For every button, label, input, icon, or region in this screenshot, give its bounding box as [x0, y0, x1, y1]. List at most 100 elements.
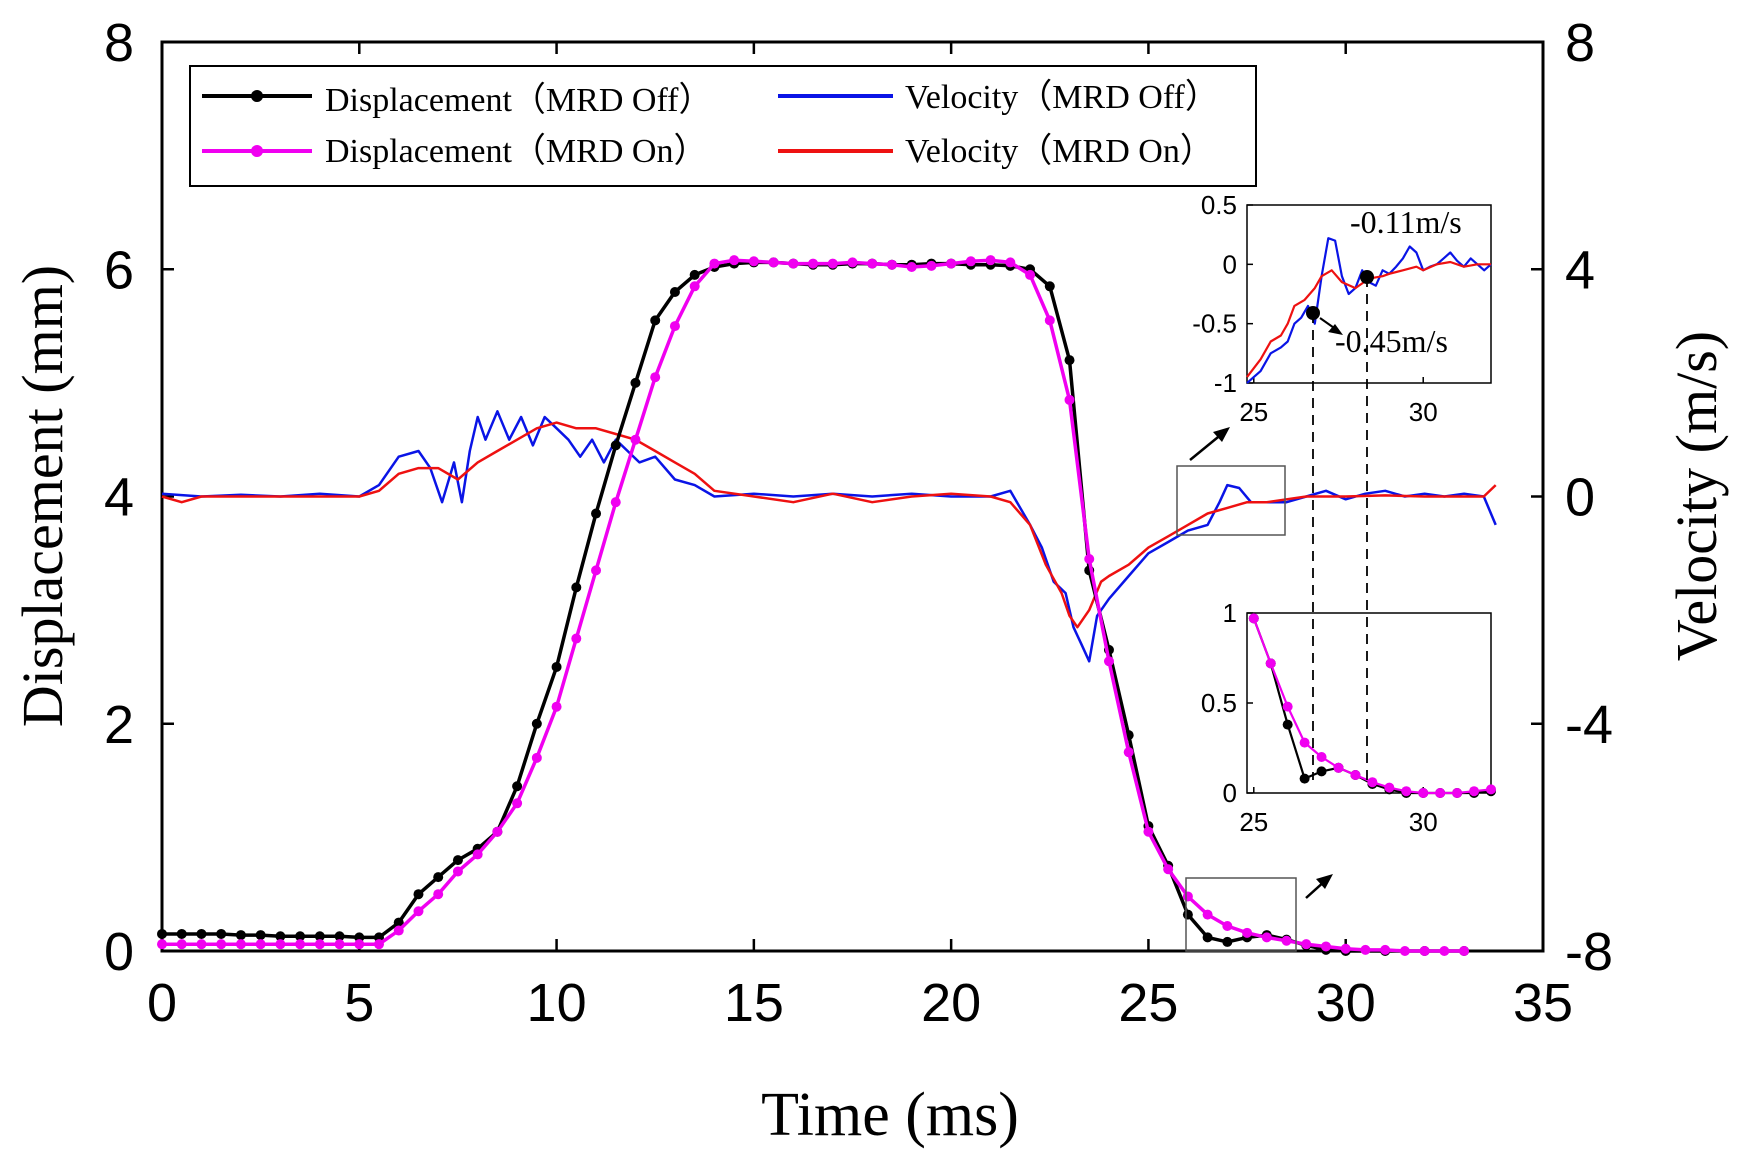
data-point-displacement-mrd-on [196, 939, 207, 950]
zoom-arrowhead-displacement [1316, 874, 1333, 889]
data-point-displacement-mrd-on [1123, 747, 1134, 758]
data-point-displacement-mrd-on [275, 939, 286, 950]
inset-data-point-displacement-mrd-on [1435, 788, 1446, 798]
inset-y-tick-label: -0.5 [1192, 309, 1237, 339]
inset-velocity-frame [1246, 204, 1492, 384]
inset-x-tick-label: 30 [1409, 807, 1438, 837]
x-tick-label: 25 [1118, 973, 1178, 1033]
annotation-point-low [1306, 306, 1320, 320]
data-point-displacement-mrd-off [393, 917, 404, 928]
data-point-displacement-mrd-off [689, 269, 700, 280]
data-point-displacement-mrd-on [531, 752, 542, 763]
inset-data-point-displacement-mrd-on [1384, 782, 1395, 793]
y-right-tick-label: -8 [1565, 922, 1613, 982]
data-point-displacement-mrd-off [1222, 936, 1233, 947]
data-point-displacement-mrd-on [1301, 939, 1312, 950]
data-point-displacement-mrd-off [275, 931, 286, 942]
data-point-displacement-mrd-off [531, 718, 542, 729]
inset-data-point-displacement-mrd-off [1316, 766, 1327, 777]
data-point-displacement-mrd-on [492, 826, 503, 837]
data-point-displacement-mrd-on [847, 257, 858, 268]
data-point-displacement-mrd-off [551, 661, 562, 672]
inset-data-point-displacement-mrd-on [1469, 786, 1480, 797]
annotation-label-low: -0.45m/s [1335, 323, 1448, 359]
inset-data-point-displacement-mrd-on [1418, 788, 1429, 798]
data-point-displacement-mrd-on [591, 565, 602, 576]
annotation-point-high [1360, 270, 1374, 284]
data-point-displacement-mrd-on [827, 258, 838, 269]
data-point-displacement-mrd-on [571, 633, 582, 644]
zoom-arrowhead-velocity [1213, 427, 1230, 442]
inset-data-point-displacement-mrd-on [1299, 737, 1310, 748]
inset-y-tick-label: 1 [1223, 598, 1237, 628]
data-point-displacement-mrd-on [1025, 269, 1036, 280]
data-point-displacement-mrd-on [1320, 941, 1331, 952]
zoom-region-velocity [1176, 465, 1286, 536]
data-point-displacement-mrd-on [610, 497, 621, 508]
data-point-displacement-mrd-off [1044, 281, 1055, 292]
data-point-displacement-mrd-on [1340, 943, 1351, 954]
legend-label-displacement-on: Displacement（MRD On） [325, 132, 707, 170]
x-tick-label: 5 [344, 973, 374, 1033]
legend-label-displacement-off: Displacement（MRD Off） [325, 81, 712, 119]
inset-displacement: 25 30 1 0.5 0 [1201, 598, 1496, 837]
data-point-displacement-mrd-on [1202, 909, 1213, 920]
data-point-displacement-mrd-on [748, 256, 759, 267]
data-point-displacement-mrd-on [235, 939, 246, 950]
data-point-displacement-mrd-on [472, 849, 483, 860]
inset-data-point-displacement-mrd-on [1248, 613, 1259, 624]
inset-data-point-displacement-mrd-on [1367, 777, 1378, 788]
data-point-displacement-mrd-off [433, 872, 444, 883]
data-point-displacement-mrd-on [985, 255, 996, 266]
data-point-displacement-mrd-on [1222, 921, 1233, 932]
y-left-tick-label: 8 [104, 13, 134, 73]
data-point-displacement-mrd-on [1439, 946, 1450, 956]
data-point-displacement-mrd-on [867, 258, 878, 269]
data-point-displacement-mrd-on [295, 939, 306, 950]
zoom-arrow-velocity [1189, 432, 1224, 461]
inset-x-tick-label: 25 [1239, 397, 1268, 427]
data-point-displacement-mrd-on [886, 259, 897, 270]
zoom-region-displacement [1185, 877, 1297, 952]
y-right-tick-label: -4 [1565, 695, 1613, 755]
annotation-label-high: -0.11m/s [1350, 204, 1462, 240]
data-point-displacement-mrd-off [413, 889, 424, 900]
data-point-displacement-mrd-on [768, 257, 779, 268]
inset-series-line-velocity-mrd-on [1246, 260, 1491, 378]
inset-data-point-displacement-mrd-on [1350, 770, 1361, 780]
inset-data-point-displacement-mrd-on [1401, 786, 1412, 797]
data-point-displacement-mrd-on [1084, 553, 1095, 564]
data-point-displacement-mrd-on [906, 261, 917, 272]
data-point-displacement-mrd-off [314, 931, 325, 942]
data-point-displacement-mrd-on [452, 866, 463, 877]
x-tick-label: 30 [1316, 973, 1376, 1033]
data-point-displacement-mrd-on [512, 798, 523, 809]
data-point-displacement-mrd-off [669, 286, 680, 297]
inset-data-point-displacement-mrd-on [1486, 784, 1496, 795]
data-point-displacement-mrd-on [157, 939, 167, 950]
data-point-displacement-mrd-on [433, 889, 444, 900]
inset-data-point-displacement-mrd-on [1282, 701, 1293, 712]
x-axis-label: Time (ms) [761, 1081, 1019, 1149]
data-point-displacement-mrd-off [196, 928, 207, 939]
data-point-displacement-mrd-on [1044, 315, 1055, 326]
data-point-displacement-mrd-on [374, 939, 385, 950]
data-point-displacement-mrd-on [926, 260, 937, 271]
data-point-displacement-mrd-on [709, 258, 720, 269]
data-point-displacement-mrd-on [650, 372, 661, 383]
legend-box [189, 65, 1257, 187]
data-point-displacement-mrd-on [393, 925, 404, 936]
inset-data-point-displacement-mrd-on [1316, 752, 1327, 762]
data-point-displacement-mrd-off [571, 582, 582, 593]
data-point-displacement-mrd-on [1281, 935, 1292, 946]
inset-y-tick-label: 0.5 [1201, 190, 1237, 220]
data-point-displacement-mrd-on [413, 906, 424, 917]
inset-data-point-displacement-mrd-off [1299, 773, 1310, 784]
inset-data-point-displacement-mrd-on [1265, 658, 1276, 669]
x-tick-label: 20 [921, 973, 981, 1033]
inset-data-point-displacement-mrd-on [1452, 788, 1463, 798]
data-point-displacement-mrd-on [1064, 394, 1075, 405]
data-point-displacement-mrd-off [157, 928, 167, 939]
legend-label-velocity-off: Velocity（MRD Off） [905, 78, 1219, 116]
